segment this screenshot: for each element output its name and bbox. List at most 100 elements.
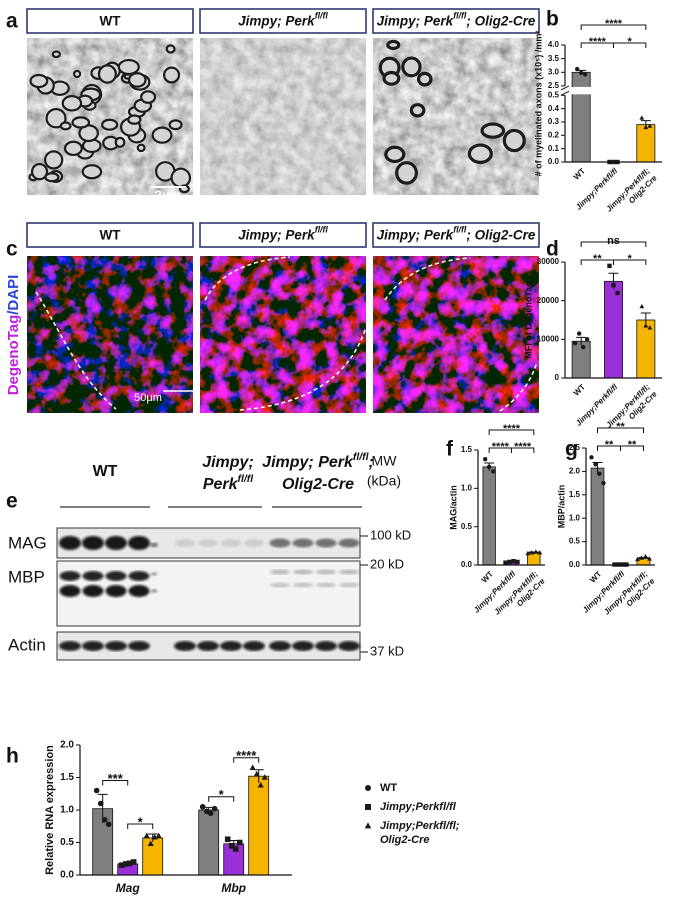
myelinated-axon bbox=[480, 122, 506, 139]
header-box bbox=[26, 222, 194, 248]
mw-marker: 37 kD bbox=[370, 643, 404, 658]
panel-label: a bbox=[6, 10, 18, 33]
data-point bbox=[207, 810, 214, 817]
y-tick-label: 0.5 bbox=[569, 537, 581, 546]
y-tick-label: 2.0 bbox=[569, 467, 581, 476]
text-run: Olig2-Cre bbox=[282, 476, 354, 493]
data-point bbox=[537, 550, 543, 555]
blot-row-label: Actin bbox=[8, 635, 46, 654]
data-point bbox=[236, 839, 243, 846]
myelinated-axon bbox=[101, 118, 119, 131]
text-run: Jimpy; Perk bbox=[377, 13, 455, 28]
region-outline bbox=[384, 257, 471, 301]
data-point bbox=[511, 558, 516, 564]
text-run: Jimpy; Perk bbox=[238, 227, 316, 242]
blot-band bbox=[292, 641, 314, 651]
myelinated-axon bbox=[467, 143, 493, 164]
y-tick-label: 0.0 bbox=[60, 870, 74, 881]
y-tick-label: 0.3 bbox=[548, 117, 560, 126]
blot-band bbox=[316, 582, 336, 588]
blot-band bbox=[270, 582, 290, 588]
data-point bbox=[503, 560, 508, 565]
text-run: Jimpy; Perk bbox=[262, 454, 354, 471]
myelinated-axon bbox=[51, 50, 61, 59]
header-box bbox=[199, 8, 367, 34]
significance-bracket bbox=[613, 259, 647, 265]
region-outline bbox=[204, 256, 291, 301]
y-tick-label: 0.4 bbox=[548, 104, 560, 113]
text-run: WT bbox=[100, 13, 122, 28]
bar bbox=[198, 809, 220, 876]
y-tick-label: 2.5 bbox=[569, 443, 581, 452]
significance-label: * bbox=[219, 787, 225, 802]
y-tick-label: 0.0 bbox=[569, 560, 581, 569]
header-title: WT bbox=[100, 13, 122, 28]
myelinated-axon bbox=[151, 126, 173, 144]
y-tick-label: 3.5 bbox=[548, 54, 560, 63]
myelinated-axon bbox=[127, 114, 142, 125]
data-point bbox=[155, 832, 162, 839]
myelinated-axon bbox=[63, 140, 83, 157]
bar bbox=[482, 466, 496, 566]
data-point bbox=[486, 464, 492, 470]
y-tick-label: 4.0 bbox=[548, 40, 560, 49]
y-tick-label: 1.5 bbox=[461, 445, 473, 454]
blot-band bbox=[293, 569, 313, 575]
text-run: Jimpy; Perk bbox=[238, 13, 316, 28]
myelinated-axon bbox=[81, 164, 103, 180]
header-title: Jimpy; Perkfl/fl bbox=[238, 225, 328, 242]
blot-band bbox=[338, 538, 360, 548]
data-point bbox=[126, 860, 133, 867]
legend-label: Jimpy;Perkfl/fl bbox=[380, 801, 457, 813]
data-point bbox=[643, 323, 649, 328]
bar bbox=[142, 837, 164, 876]
mw-marker: 20 kD bbox=[370, 556, 404, 571]
fluorescence-image bbox=[373, 256, 539, 413]
data-point bbox=[639, 115, 645, 120]
blot-group-label: Jimpy; bbox=[202, 454, 254, 471]
blot-band bbox=[269, 538, 291, 548]
y-tick-label: 1.0 bbox=[60, 805, 74, 816]
y-tick-label: 0.5 bbox=[60, 837, 74, 848]
stain-label: DegenoTag/DAPI bbox=[5, 275, 22, 396]
data-point bbox=[257, 781, 264, 788]
y-tick-label: 1.5 bbox=[60, 772, 74, 783]
axis-break bbox=[560, 85, 570, 91]
blot-group-label: Olig2-Cre bbox=[282, 476, 354, 493]
y-tick-label: 0.5 bbox=[548, 90, 560, 99]
significance-label: **** bbox=[605, 18, 623, 30]
mw-label: MW bbox=[372, 453, 398, 469]
blot-band bbox=[338, 641, 360, 651]
blot-band bbox=[128, 641, 150, 651]
data-point bbox=[643, 124, 649, 130]
x-tick-label: Mbp bbox=[221, 881, 246, 895]
panel-label: c bbox=[6, 238, 18, 261]
region-outline bbox=[239, 329, 366, 411]
blot-band bbox=[105, 641, 127, 651]
data-point bbox=[574, 66, 580, 72]
myelinated-axon bbox=[170, 167, 192, 188]
significance-label: * bbox=[138, 814, 144, 829]
myelinated-axon bbox=[29, 73, 49, 89]
region-outline bbox=[35, 291, 117, 410]
superscript: fl/fl bbox=[238, 474, 255, 485]
significance-label: **** bbox=[514, 441, 532, 453]
data-point bbox=[647, 325, 653, 330]
data-point bbox=[589, 455, 594, 460]
data-point bbox=[639, 555, 644, 560]
myelinated-axon bbox=[117, 58, 140, 76]
significance-bracket bbox=[597, 427, 644, 433]
significance-label: ** bbox=[628, 439, 637, 451]
bar bbox=[248, 775, 270, 876]
blot-band bbox=[128, 585, 150, 597]
data-point bbox=[635, 556, 640, 562]
y-axis-label: Relative RNA expression bbox=[44, 745, 56, 875]
stain-name: DegenoTag bbox=[5, 315, 22, 396]
blot-band bbox=[174, 641, 196, 651]
data-point bbox=[147, 840, 154, 847]
em-image bbox=[200, 38, 366, 195]
data-point bbox=[576, 331, 582, 336]
y-tick-label: 0.0 bbox=[548, 157, 560, 166]
header-box bbox=[372, 8, 540, 34]
